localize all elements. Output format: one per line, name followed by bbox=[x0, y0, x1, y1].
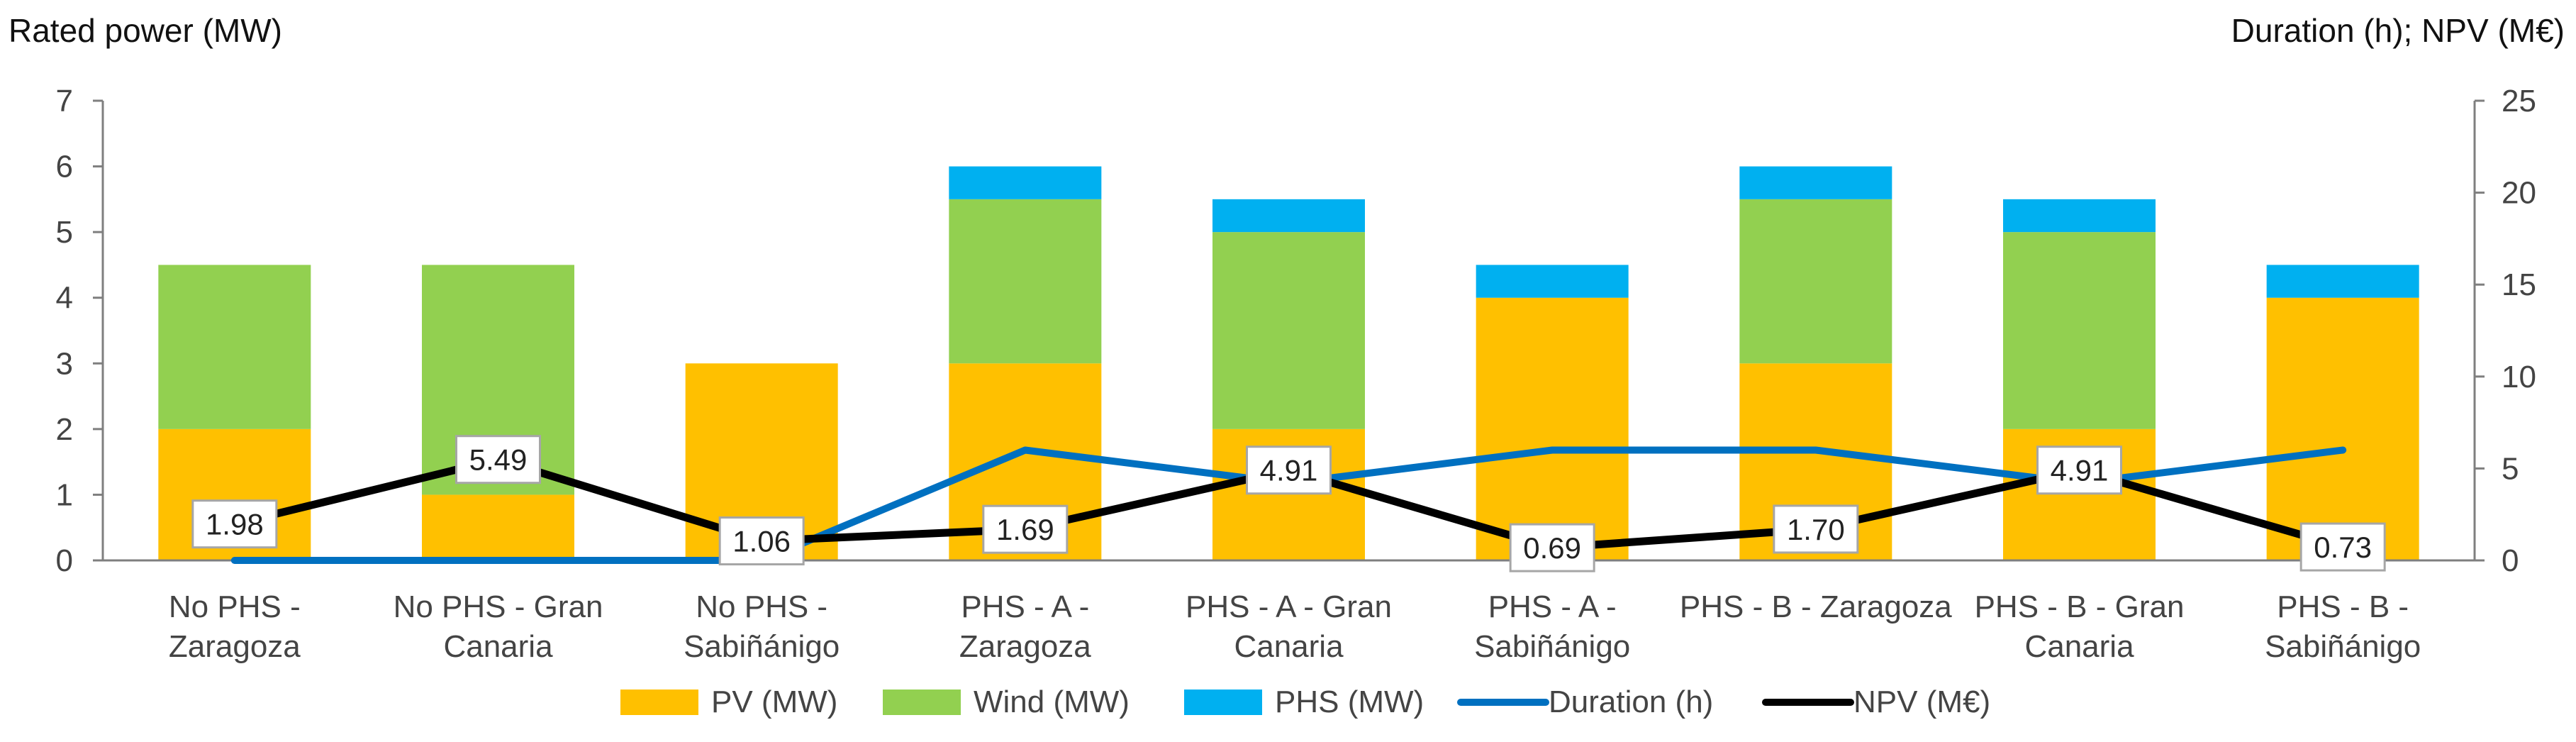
y-tick-right-label: 10 bbox=[2502, 360, 2536, 394]
bar-phs bbox=[1739, 166, 1892, 199]
y-axis-right-title: Duration (h); NPV (M€) bbox=[2231, 12, 2565, 49]
legend-swatch bbox=[883, 690, 961, 715]
bar-phs bbox=[949, 166, 1102, 199]
npv-data-label: 1.70 bbox=[1787, 513, 1845, 546]
x-tick-label: PHS - B - bbox=[2277, 589, 2409, 624]
bar-pv bbox=[2266, 297, 2419, 560]
y-axis-left-title: Rated power (MW) bbox=[9, 12, 282, 49]
y-tick-left-label: 6 bbox=[56, 150, 73, 184]
y-tick-right-label: 5 bbox=[2502, 451, 2519, 486]
x-tick-label: Zaragoza bbox=[169, 629, 301, 664]
npv-data-label: 4.91 bbox=[1260, 454, 1318, 487]
x-tick-label: Canaria bbox=[1234, 629, 1344, 664]
npv-data-label-box bbox=[718, 516, 805, 566]
legend-label: Wind (MW) bbox=[974, 685, 1130, 719]
npv-data-label: 0.69 bbox=[1523, 531, 1581, 565]
bar-wind bbox=[1739, 199, 1892, 364]
x-tick-label: No PHS - bbox=[169, 589, 301, 624]
npv-data-label-box bbox=[982, 504, 1069, 554]
bar-wind bbox=[949, 199, 1102, 364]
npv-data-label: 5.49 bbox=[469, 443, 528, 477]
bar-phs bbox=[2266, 265, 2419, 298]
x-tick-label: PHS - B - Gran bbox=[1975, 589, 2185, 624]
npv-data-label-box bbox=[2036, 445, 2122, 495]
y-tick-right-label: 15 bbox=[2502, 267, 2536, 302]
x-tick-label: Canaria bbox=[2024, 629, 2134, 664]
npv-data-label: 1.69 bbox=[996, 513, 1054, 546]
y-tick-left-label: 1 bbox=[56, 477, 73, 512]
npv-data-label: 0.73 bbox=[2314, 531, 2372, 564]
bar-pv bbox=[422, 494, 574, 560]
legend-swatch bbox=[1184, 690, 1262, 715]
x-tick-label: PHS - A - Gran bbox=[1186, 589, 1392, 624]
y-tick-right-label: 25 bbox=[2502, 84, 2536, 118]
bar-phs bbox=[1476, 265, 1629, 298]
y-tick-right-label: 0 bbox=[2502, 543, 2519, 578]
x-tick-label: Sabiñánigo bbox=[684, 629, 840, 664]
y-tick-left-label: 7 bbox=[56, 84, 73, 118]
y-tick-left-label: 5 bbox=[56, 215, 73, 250]
bar-wind bbox=[1212, 232, 1365, 429]
x-tick-label: No PHS - Gran bbox=[394, 589, 603, 624]
bar-wind bbox=[2003, 232, 2156, 429]
bar-phs bbox=[1212, 199, 1365, 233]
npv-data-label-box bbox=[1509, 523, 1595, 572]
npv-data-label-box bbox=[191, 499, 278, 549]
npv-data-label: 4.91 bbox=[2051, 454, 2109, 487]
bar-wind bbox=[158, 265, 311, 429]
legend-swatch bbox=[620, 690, 698, 715]
x-tick-label: Zaragoza bbox=[959, 629, 1091, 664]
x-tick-label: Sabiñánigo bbox=[1474, 629, 1630, 664]
x-tick-label: Sabiñánigo bbox=[2265, 629, 2421, 664]
y-tick-left-label: 4 bbox=[56, 281, 73, 316]
bar-pv bbox=[1476, 297, 1629, 560]
y-tick-left-label: 3 bbox=[56, 346, 73, 381]
npv-data-label-box bbox=[1773, 504, 1859, 554]
npv-data-label-box bbox=[1246, 445, 1332, 495]
legend-label: PHS (MW) bbox=[1275, 685, 1424, 719]
x-tick-label: Canaria bbox=[443, 629, 553, 664]
x-tick-label: PHS - A - bbox=[961, 589, 1089, 624]
legend-label: PV (MW) bbox=[711, 685, 837, 719]
npv-data-label: 1.06 bbox=[732, 525, 791, 558]
x-tick-label: No PHS - bbox=[696, 589, 827, 624]
npv-data-label-box bbox=[455, 435, 541, 484]
npv-data-label-box bbox=[2299, 522, 2386, 572]
y-tick-left-label: 0 bbox=[56, 543, 73, 578]
legend-label: Duration (h) bbox=[1549, 685, 1713, 719]
x-tick-label: PHS - A - bbox=[1488, 589, 1617, 624]
y-tick-right-label: 20 bbox=[2502, 176, 2536, 211]
npv-data-label: 1.98 bbox=[206, 508, 264, 541]
x-tick-label: PHS - B - Zaragoza bbox=[1680, 589, 1952, 624]
y-tick-left-label: 2 bbox=[56, 412, 73, 447]
legend-label: NPV (M€) bbox=[1853, 685, 1990, 719]
bar-phs bbox=[2003, 199, 2156, 233]
